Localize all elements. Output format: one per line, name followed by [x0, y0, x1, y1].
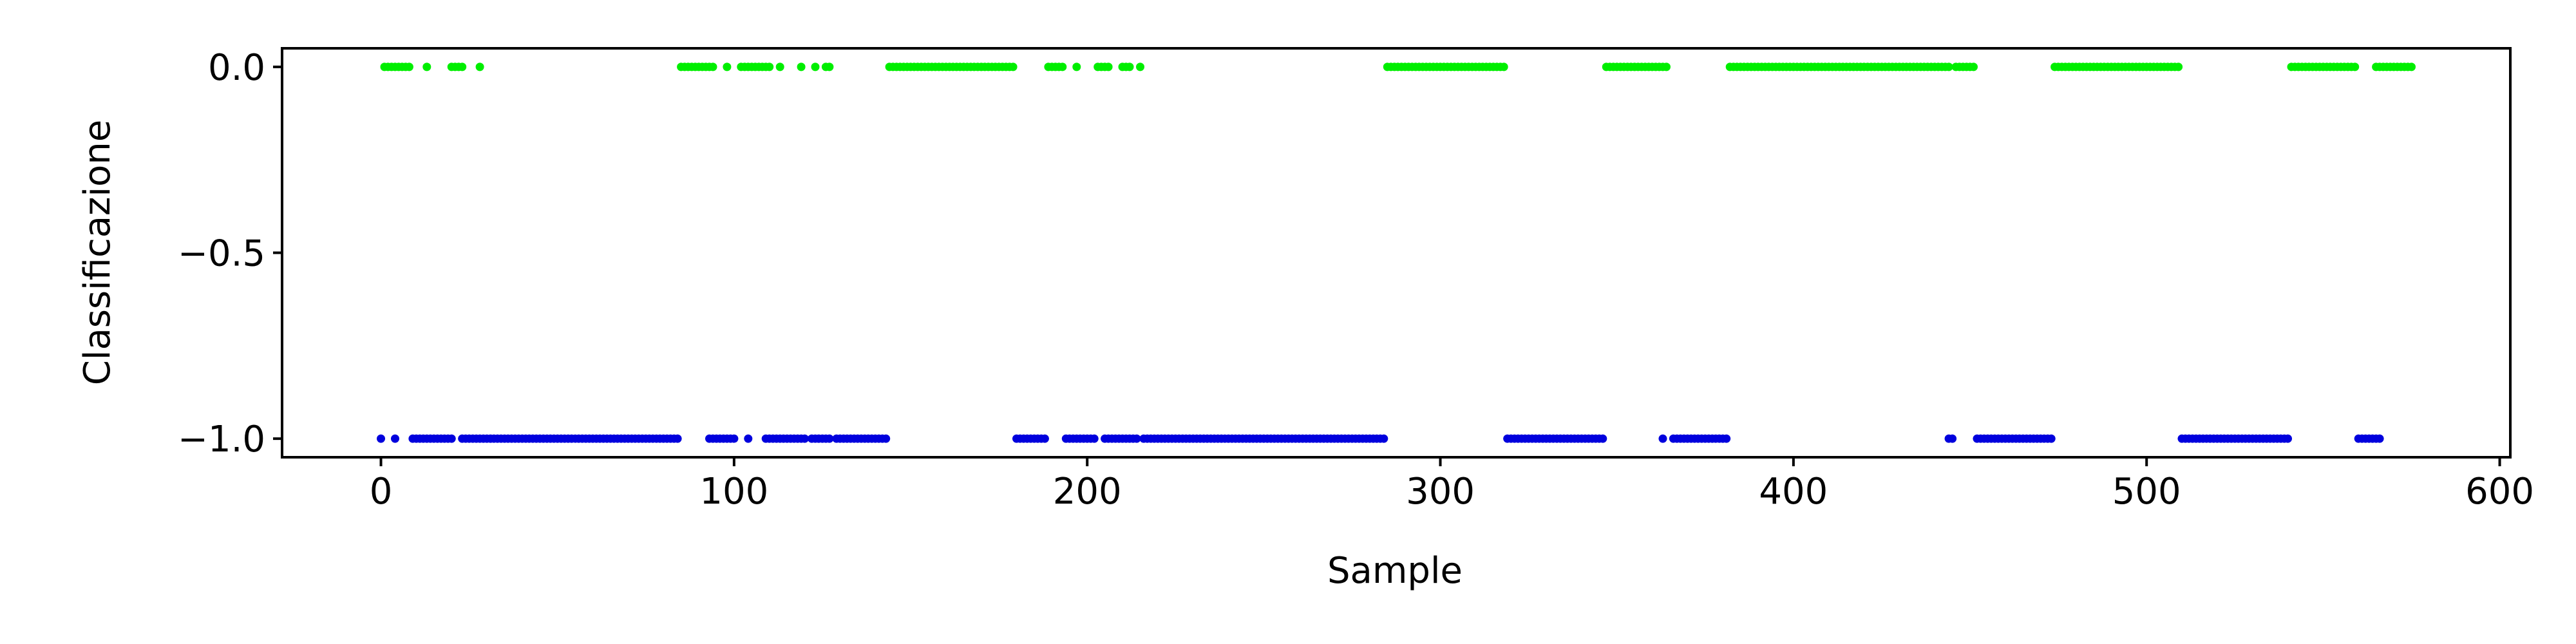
data-point	[1499, 62, 1508, 71]
series-0	[380, 62, 2416, 71]
data-point	[404, 62, 413, 71]
data-point	[2407, 62, 2416, 71]
data-point	[1658, 434, 1667, 443]
data-point	[2047, 434, 2056, 443]
data-point	[1136, 62, 1144, 71]
data-point	[800, 434, 809, 443]
data-point	[1662, 62, 1671, 71]
data-point	[775, 62, 784, 71]
points-layer	[377, 62, 2416, 443]
x-tick-label: 0	[370, 471, 393, 513]
data-point	[825, 434, 834, 443]
data-point	[1072, 62, 1081, 71]
data-point	[2351, 62, 2360, 71]
data-point	[1090, 434, 1099, 443]
data-point	[447, 434, 456, 443]
x-tick-label: 300	[1406, 471, 1475, 513]
data-point	[1132, 434, 1141, 443]
ticks-layer: 0 100 200 300 400 500 600 0.0 −0.5 −1.0	[178, 47, 2534, 513]
data-point	[1104, 62, 1113, 71]
data-point	[1944, 62, 1953, 71]
x-tick-label: 500	[2112, 471, 2181, 513]
data-point	[1009, 62, 1018, 71]
data-point	[2284, 434, 2292, 443]
data-point	[811, 62, 820, 71]
data-point	[2174, 62, 2183, 71]
y-tick-label: 0.0	[208, 47, 265, 89]
data-point	[2375, 434, 2384, 443]
x-tick-label: 600	[2465, 471, 2534, 513]
data-point	[882, 434, 891, 443]
data-point	[458, 62, 467, 71]
data-point	[673, 434, 682, 443]
data-point	[1598, 434, 1607, 443]
data-point	[708, 62, 717, 71]
data-point	[1058, 62, 1067, 71]
data-point	[475, 62, 484, 71]
data-point	[1722, 434, 1731, 443]
plot-frame	[281, 47, 2512, 459]
data-point	[730, 434, 739, 443]
data-point	[765, 62, 774, 71]
x-tick-label: 100	[699, 471, 768, 513]
data-point	[1948, 434, 1957, 443]
data-point	[744, 434, 753, 443]
y-tick-label: −0.5	[178, 233, 265, 275]
data-point	[1379, 434, 1388, 443]
x-tick-label: 400	[1759, 471, 1828, 513]
x-tick-label: 200	[1053, 471, 1122, 513]
data-point	[422, 62, 431, 71]
y-axis-title: Classificazione	[77, 120, 118, 385]
data-point	[377, 434, 385, 443]
data-point	[1125, 62, 1134, 71]
series-1	[377, 434, 2384, 443]
x-axis-title: Sample	[1327, 550, 1463, 592]
data-point	[797, 62, 806, 71]
data-point	[723, 62, 732, 71]
data-point	[1040, 434, 1049, 443]
y-tick-label: −1.0	[178, 419, 265, 460]
data-point	[1969, 62, 1978, 71]
data-point	[391, 434, 399, 443]
data-point	[825, 62, 834, 71]
